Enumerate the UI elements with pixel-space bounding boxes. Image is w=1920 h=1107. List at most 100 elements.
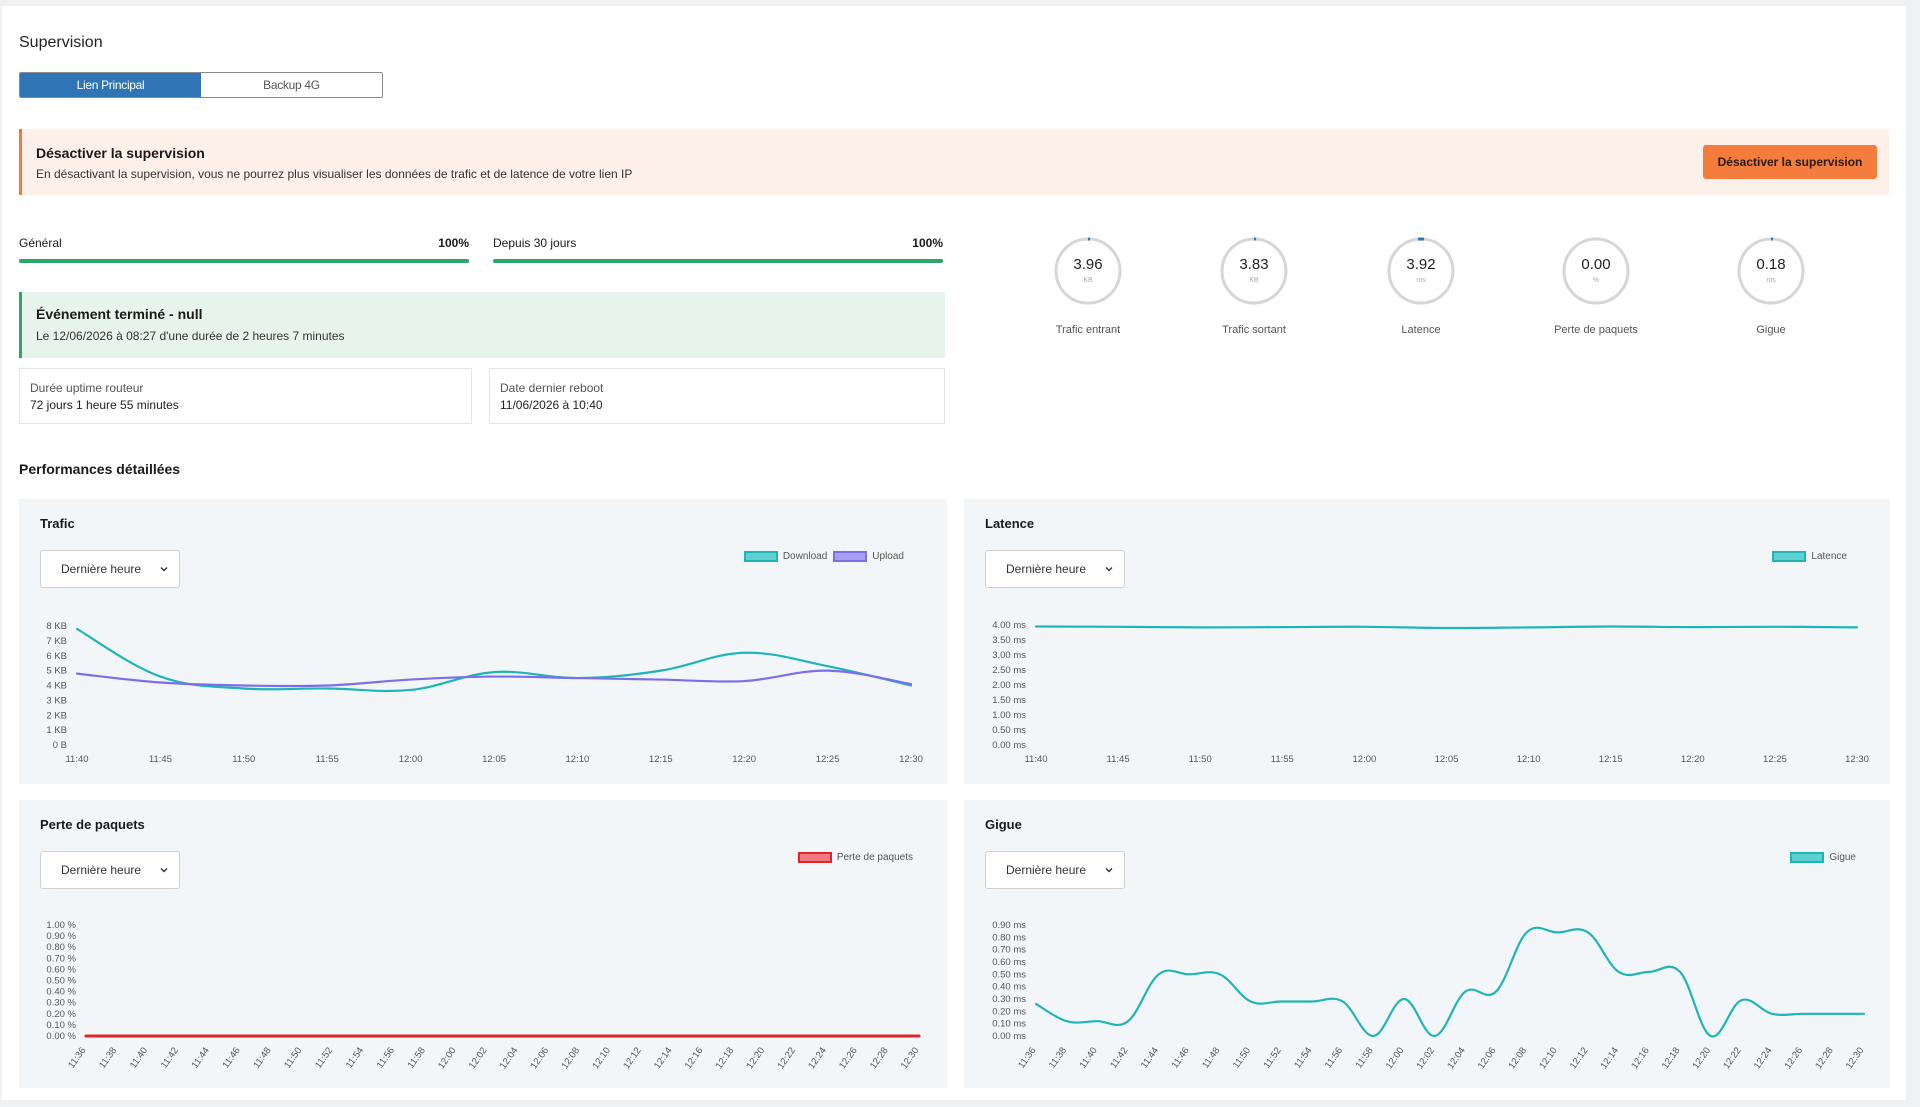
x-tick-label: 11:48 — [1200, 1045, 1222, 1070]
data-point — [1832, 1013, 1834, 1015]
y-tick-label: 0.50 ms — [992, 969, 1026, 980]
x-tick-label: 11:54 — [1292, 1045, 1314, 1070]
x-tick-label: 12:30 — [1845, 754, 1869, 765]
data-point — [1403, 998, 1405, 1000]
y-tick-label: 3 KB — [46, 695, 67, 706]
trafic-chart: 8 KB 7 KB 6 KB 5 KB 4 KB 3 KB 2 KB 1 KB 0 B 11:40… — [46, 621, 923, 765]
period-select-value: Dernière heure — [61, 562, 142, 576]
chart-panel-perte-paquets: Perte de paquets Dernière heure Perte de… — [19, 800, 947, 1088]
section-title: Performances détaillées — [19, 461, 181, 477]
disable-supervision-button[interactable]: Désactiver la supervision — [1703, 145, 1877, 179]
event-text: Le 12/06/2026 à 08:27 d'une durée de 2 h… — [36, 329, 345, 343]
x-tick-label: 12:00 — [436, 1045, 459, 1071]
data-point — [1464, 990, 1466, 992]
gigue-chart: 0.90 ms0.80 ms 0.70 ms0.60 ms0.50 ms 0.40 … — [992, 920, 1866, 1071]
series-line-latence — [1034, 625, 1859, 630]
data-point — [1035, 1003, 1037, 1005]
x-tick-label: 12:28 — [1813, 1045, 1836, 1071]
x-tick-label: 12:08 — [559, 1045, 582, 1071]
gauge-value: 0.00 — [1581, 256, 1611, 273]
gauge-ring — [1054, 237, 1122, 305]
data-point — [825, 1035, 827, 1037]
x-tick-label: 11:56 — [375, 1045, 397, 1070]
data-point — [1117, 626, 1119, 628]
data-point — [301, 1035, 303, 1037]
gauge-latence: 3.92 ms Latence — [1361, 236, 1481, 336]
period-select[interactable]: Dernière heure — [40, 851, 180, 889]
series-line-download — [75, 627, 913, 693]
data-point — [1709, 1035, 1711, 1037]
chart-legend: Gigue — [1784, 852, 1856, 863]
data-point — [486, 1035, 488, 1037]
gauge-unit: KB — [1083, 277, 1093, 284]
x-tick-label: 11:45 — [149, 754, 172, 765]
data-point — [326, 687, 328, 689]
x-tick-label: 12:05 — [1435, 754, 1459, 765]
y-tick-label: 0.70 % — [46, 953, 76, 964]
progress-label: Depuis 30 jours — [493, 236, 577, 250]
data-point — [1035, 625, 1037, 627]
data-point — [326, 684, 328, 686]
page-title: Supervision — [19, 34, 103, 51]
data-point — [1188, 973, 1190, 975]
legend-item[interactable]: Download — [743, 551, 827, 562]
event-status: Événement terminé - null Le 12/06/2026 à… — [19, 292, 945, 358]
x-tick-label: 12:22 — [775, 1045, 798, 1071]
y-tick-label: 0.30 ms — [992, 994, 1026, 1005]
data-point — [1433, 1035, 1435, 1037]
banner-title: Désactiver la supervision — [36, 145, 205, 161]
data-point — [243, 687, 245, 689]
chart-legend: Perte de paquets — [792, 852, 913, 863]
x-tick-label: 12:25 — [816, 754, 840, 765]
y-tick-label: 0.00 % — [46, 1031, 76, 1042]
data-point — [1801, 1013, 1803, 1015]
data-point — [764, 1035, 766, 1037]
data-point — [1692, 626, 1694, 628]
x-tick-label: 12:04 — [498, 1045, 521, 1071]
x-tick-label: 12:25 — [1763, 754, 1787, 765]
x-tick-label: 11:46 — [1170, 1045, 1192, 1070]
period-select[interactable]: Dernière heure — [985, 550, 1125, 588]
data-point — [159, 675, 161, 677]
series-line-gigue — [1034, 926, 1866, 1038]
latence-chart: 4.00 ms 3.50 ms 3.00 ms 2.50 ms 2.00 ms 1.50 … — [992, 620, 1869, 765]
y-tick-label: 0.80 ms — [992, 932, 1026, 943]
data-point — [76, 628, 78, 630]
data-point — [918, 1035, 920, 1037]
data-point — [743, 680, 745, 682]
legend-item[interactable]: Upload — [833, 551, 904, 562]
x-tick-label: 11:36 — [66, 1045, 88, 1070]
data-point — [1679, 971, 1681, 973]
period-select[interactable]: Dernière heure — [985, 851, 1125, 889]
data-point — [1863, 1013, 1865, 1015]
data-point — [424, 1035, 426, 1037]
data-point — [1372, 1035, 1374, 1037]
period-select[interactable]: Dernière heure — [40, 550, 180, 588]
y-tick-label: 0 B — [53, 740, 67, 751]
data-point — [493, 671, 495, 673]
data-point — [1527, 626, 1529, 628]
legend-item[interactable]: Perte de paquets — [797, 852, 913, 863]
progress-general: Général 100% — [19, 236, 469, 263]
data-point — [1249, 1000, 1251, 1002]
x-tick-label: 12:00 — [1384, 1045, 1407, 1071]
uptime-box: Durée uptime routeur 72 jours 1 heure 55… — [19, 368, 472, 424]
series-line-upload — [75, 669, 913, 688]
y-tick-label: 2.50 ms — [992, 665, 1026, 676]
tab-lien-principal[interactable]: Lien Principal — [20, 73, 201, 97]
gauge-label: Perte de paquets — [1554, 324, 1638, 336]
data-point — [208, 1035, 210, 1037]
legend-item[interactable]: Latence — [1772, 551, 1847, 562]
x-tick-label: 11:40 — [128, 1045, 150, 1070]
data-point — [116, 1035, 118, 1037]
legend-item[interactable]: Gigue — [1790, 852, 1856, 863]
data-point — [826, 665, 828, 667]
x-tick-label: 12:22 — [1721, 1045, 1744, 1071]
data-point — [660, 669, 662, 671]
x-tick-label: 11:45 — [1107, 754, 1130, 765]
progress-bar — [19, 259, 469, 263]
x-tick-label: 11:42 — [1108, 1045, 1130, 1070]
period-select-value: Dernière heure — [61, 863, 142, 877]
tab-backup-4g[interactable]: Backup 4G — [201, 73, 382, 97]
data-point — [743, 652, 745, 654]
